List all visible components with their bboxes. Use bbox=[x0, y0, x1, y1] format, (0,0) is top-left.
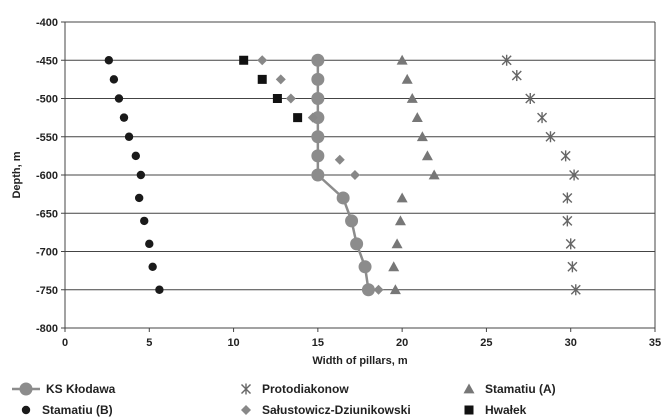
y-tick-label: -550 bbox=[36, 132, 58, 144]
data-point bbox=[148, 263, 156, 271]
x-axis: 0 5 10 15 20 25 30 35 bbox=[62, 328, 661, 349]
data-point bbox=[311, 169, 324, 182]
data-point bbox=[397, 192, 408, 202]
data-point bbox=[155, 286, 163, 294]
x-axis-title: Width of pillars, m bbox=[312, 355, 407, 367]
legend-item: KS Kłodawa bbox=[12, 382, 116, 396]
y-tick-label: -500 bbox=[36, 94, 58, 106]
x-tick-label: 10 bbox=[227, 337, 239, 349]
y-axis: -400 -450 -500 -550 -600 -650 -700 -750 -800 bbox=[36, 17, 655, 335]
data-point bbox=[417, 131, 428, 141]
x-tick-label: 15 bbox=[312, 337, 324, 349]
legend-item: Stamatiu (A) bbox=[464, 382, 556, 396]
y-tick-label: -600 bbox=[36, 170, 58, 182]
data-point bbox=[388, 261, 399, 271]
legend-marker bbox=[241, 405, 251, 415]
x-tick-label: 25 bbox=[480, 337, 492, 349]
y-axis-title: Depth, m bbox=[11, 151, 23, 198]
data-point bbox=[311, 92, 324, 105]
y-tick-label: -700 bbox=[36, 247, 58, 259]
data-point bbox=[335, 155, 345, 165]
data-point bbox=[407, 93, 418, 103]
data-point bbox=[258, 75, 267, 84]
data-point bbox=[337, 191, 350, 204]
data-point bbox=[257, 55, 267, 65]
data-point bbox=[293, 113, 302, 122]
data-point bbox=[276, 74, 286, 84]
series-2 bbox=[388, 55, 439, 294]
y-tick-label: -650 bbox=[36, 208, 58, 220]
legend-label: Stamatiu (A) bbox=[485, 382, 556, 396]
legend-marker bbox=[464, 384, 475, 394]
data-point bbox=[145, 240, 153, 248]
data-point bbox=[566, 238, 575, 249]
data-point bbox=[132, 152, 140, 160]
x-tick-label: 0 bbox=[62, 337, 68, 349]
y-tick-label: -400 bbox=[36, 17, 58, 29]
legend-label: Protodiakonow bbox=[262, 382, 349, 396]
legend-label: Stamatiu (B) bbox=[42, 403, 113, 417]
legend-marker bbox=[22, 406, 30, 414]
data-point bbox=[311, 73, 324, 86]
data-point bbox=[286, 94, 296, 104]
series-5 bbox=[239, 56, 302, 122]
data-point bbox=[359, 260, 372, 273]
data-point bbox=[140, 217, 148, 225]
plot-grid bbox=[65, 22, 655, 328]
data-point bbox=[120, 113, 128, 121]
legend-marker bbox=[242, 384, 251, 395]
data-point bbox=[390, 284, 401, 294]
data-point bbox=[137, 171, 145, 179]
data-point bbox=[563, 192, 572, 203]
legend-marker bbox=[20, 383, 33, 396]
legend-item: Hwałek bbox=[465, 403, 527, 417]
data-point bbox=[568, 261, 577, 272]
data-point bbox=[538, 112, 547, 123]
x-tick-label: 20 bbox=[396, 337, 408, 349]
legend-item: Protodiakonow bbox=[242, 382, 350, 396]
data-point bbox=[412, 112, 423, 122]
legend-label: Sałustowicz-Dziunikowski bbox=[262, 403, 411, 417]
data-point bbox=[350, 237, 363, 250]
data-point bbox=[311, 130, 324, 143]
data-point bbox=[311, 149, 324, 162]
data-point bbox=[395, 215, 406, 225]
x-tick-label: 5 bbox=[146, 337, 152, 349]
data-point bbox=[273, 94, 282, 103]
y-tick-label: -800 bbox=[36, 323, 58, 335]
data-point bbox=[561, 150, 570, 161]
y-tick-label: -450 bbox=[36, 55, 58, 67]
data-point bbox=[563, 215, 572, 226]
data-point bbox=[125, 133, 133, 141]
data-point bbox=[105, 56, 113, 64]
legend-item: Sałustowicz-Dziunikowski bbox=[241, 403, 411, 417]
legend-label: Hwałek bbox=[485, 403, 527, 417]
data-point bbox=[311, 54, 324, 67]
data-point bbox=[135, 194, 143, 202]
data-point bbox=[512, 70, 521, 81]
data-point bbox=[374, 285, 384, 295]
x-tick-label: 30 bbox=[565, 337, 577, 349]
data-point bbox=[397, 55, 408, 65]
data-point bbox=[350, 170, 360, 180]
data-point bbox=[345, 214, 358, 227]
data-point bbox=[362, 283, 375, 296]
data-point bbox=[115, 94, 123, 102]
data-point bbox=[429, 170, 440, 180]
y-tick-label: -750 bbox=[36, 285, 58, 297]
x-tick-label: 35 bbox=[649, 337, 661, 349]
legend: KS Kłodawa Protodiakonow Stamatiu (A) Stama… bbox=[12, 382, 556, 417]
legend-marker bbox=[465, 406, 474, 415]
data-point bbox=[422, 150, 433, 160]
data-point bbox=[239, 56, 248, 65]
data-point bbox=[110, 75, 118, 83]
data-point bbox=[392, 238, 403, 248]
legend-item: Stamatiu (B) bbox=[22, 403, 113, 417]
legend-label: KS Kłodawa bbox=[46, 382, 116, 396]
data-point bbox=[402, 74, 413, 84]
